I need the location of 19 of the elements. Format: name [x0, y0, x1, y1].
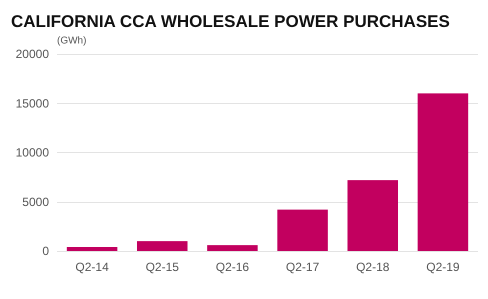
chart-title: CALIFORNIA CCA WHOLESALE POWER PURCHASES [11, 12, 450, 31]
bar [66, 247, 118, 251]
y-tick-label: 10000 [16, 146, 50, 160]
bar [207, 245, 258, 251]
x-tick-label: Q2-19 [426, 260, 460, 274]
x-tick-label: Q2-16 [216, 260, 250, 274]
y-tick-label: 20000 [16, 47, 50, 61]
bar [136, 241, 188, 251]
x-tick-label: Q2-15 [146, 260, 180, 274]
x-tick-label: Q2-18 [356, 260, 390, 274]
y-axis-title: (GWh) [57, 36, 86, 46]
x-tick-label: Q2-14 [75, 260, 110, 274]
x-tick-label: Q2-17 [286, 260, 320, 274]
y-tick-label: 0 [42, 244, 50, 258]
y-tick-label: 15000 [16, 96, 50, 110]
y-tick-label: 5000 [22, 194, 50, 209]
bar [418, 93, 468, 251]
bar [277, 210, 328, 251]
bar [347, 180, 398, 251]
